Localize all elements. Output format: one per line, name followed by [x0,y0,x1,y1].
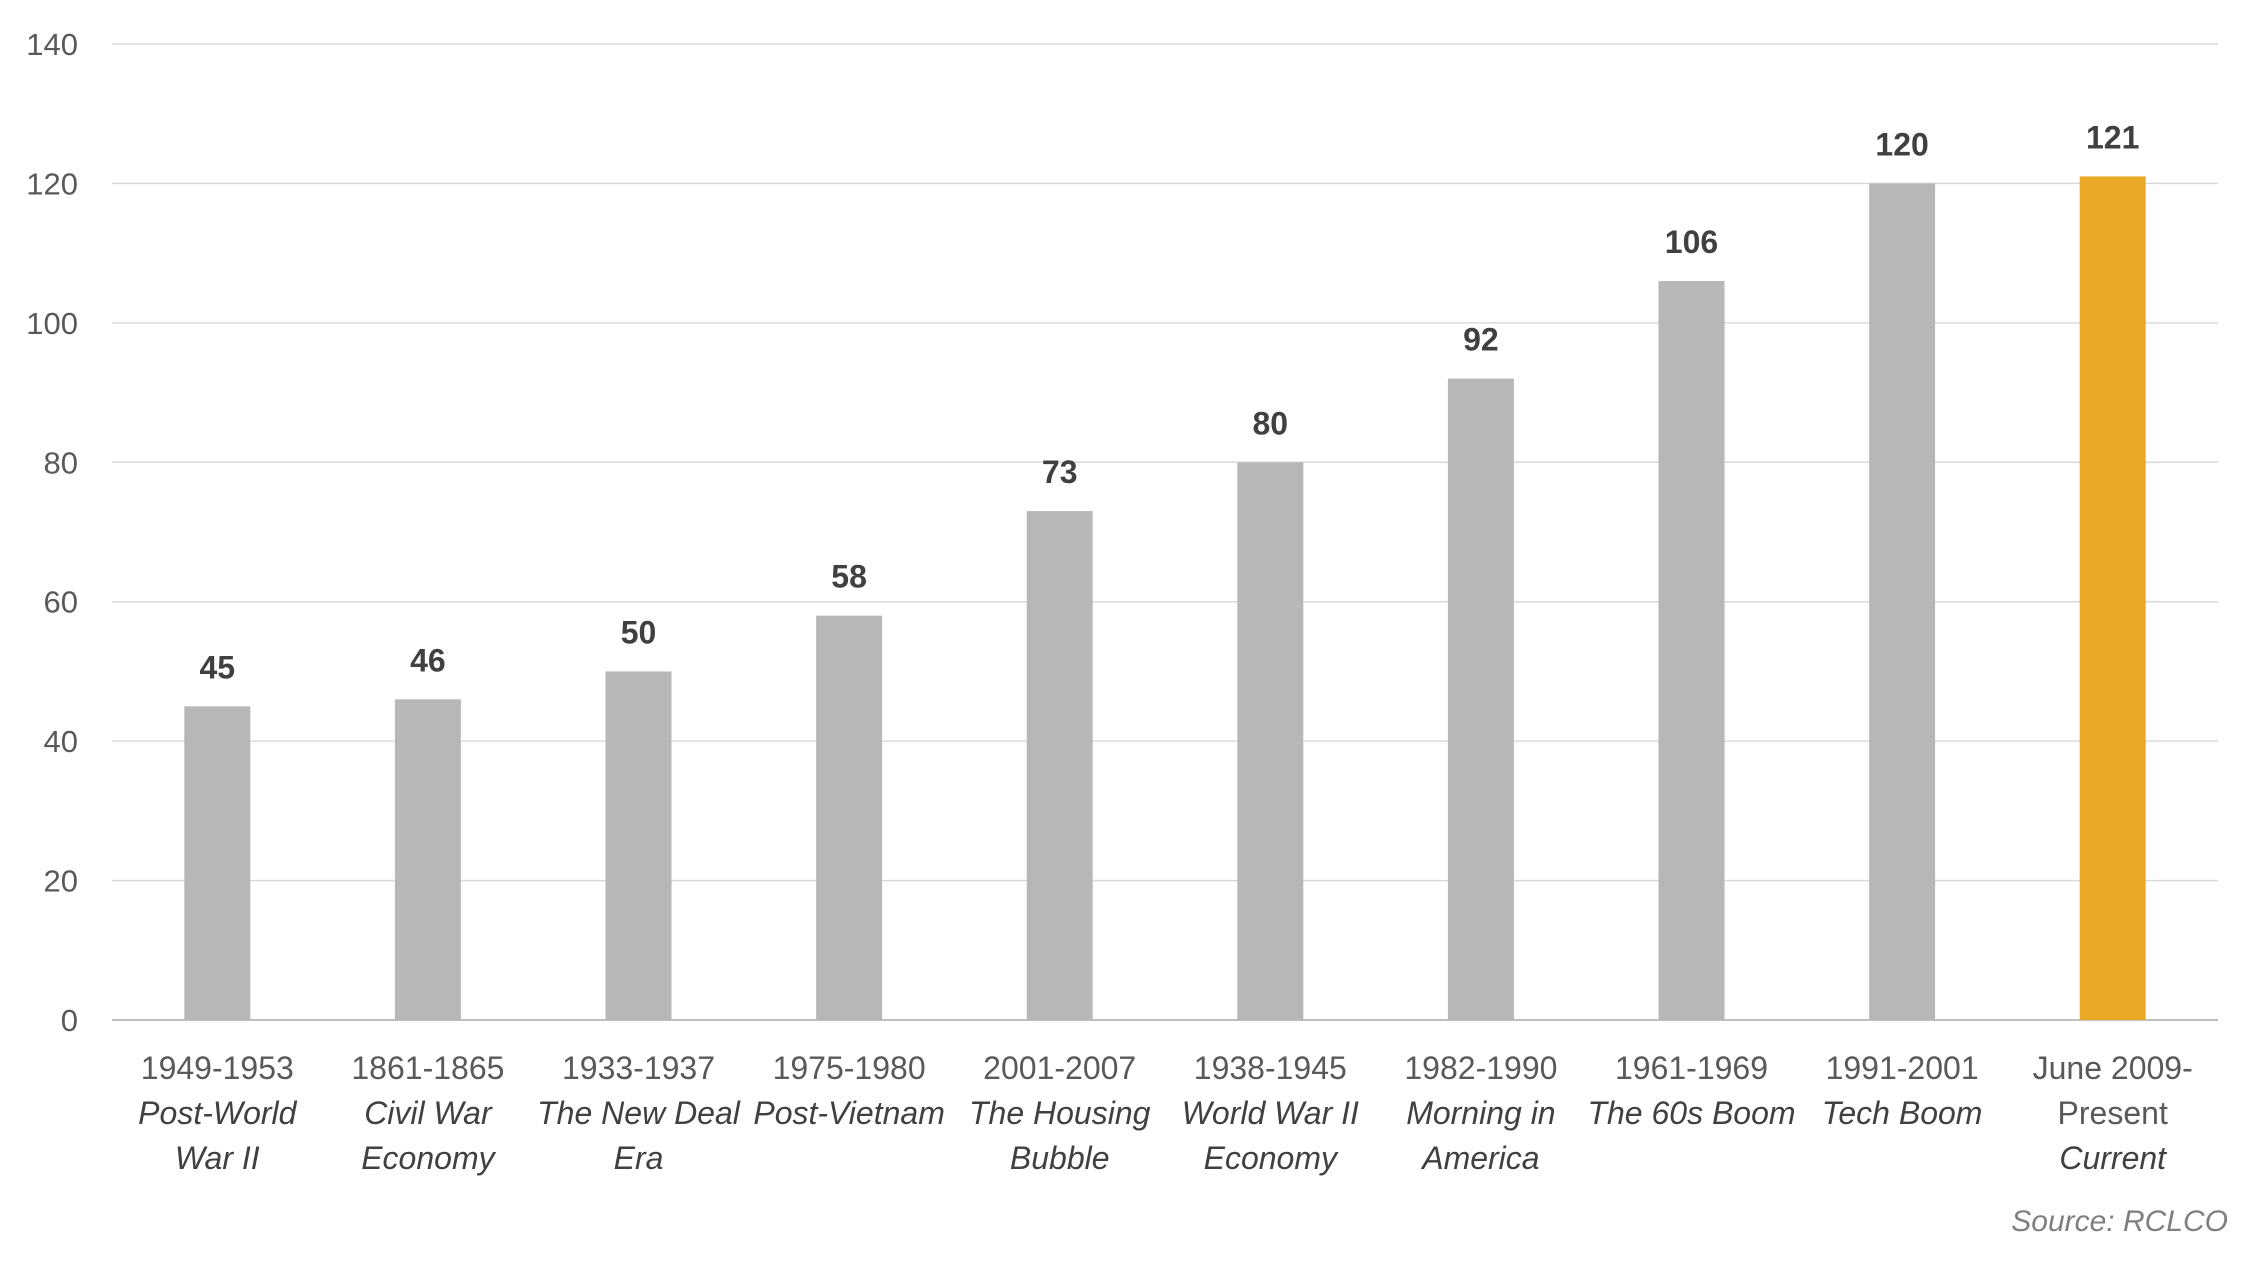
category-years-label: 1991-2001 [1826,1050,1979,1086]
bar [605,671,672,1020]
data-label: 106 [1665,224,1718,260]
data-label: 50 [621,614,657,650]
category-years-label: 2001-2007 [983,1050,1136,1086]
y-tick-label: 140 [26,27,78,62]
y-tick-label: 60 [44,585,78,620]
category-years-label: 1938-1945 [1194,1050,1347,1086]
data-label: 45 [200,649,236,685]
category-years-label: 1975-1980 [773,1050,926,1086]
category-years-label: June 2009- [2033,1050,2193,1086]
y-tick-label: 0 [61,1003,78,1038]
data-label: 80 [1253,405,1289,441]
y-tick-label: 120 [26,166,78,201]
category-name-label: Post-World [138,1095,297,1131]
category-name-label: Civil War [364,1095,493,1131]
gridlines [112,43,2218,1021]
category-name-label: Economy [361,1140,496,1176]
y-axis-ticks: 0 20 40 60 80 100 120 140 [26,27,78,1038]
category-name-label: Morning in [1406,1095,1555,1131]
data-label: 92 [1463,322,1499,358]
data-label: 121 [2086,119,2139,155]
category-years-label: 1982-1990 [1404,1050,1557,1086]
source-note: Source: RCLCO [2011,1205,2228,1238]
category-years-label: 1861-1865 [351,1050,504,1086]
category-name-label: Bubble [1010,1140,1110,1176]
bar [394,699,461,1020]
bar [184,706,251,1020]
bar [1026,511,1093,1020]
category-name-label: The Housing [969,1095,1151,1131]
data-label: 58 [831,559,867,595]
category-name-label: Tech Boom [1822,1095,1983,1131]
y-tick-label: 20 [44,864,78,899]
bars [184,176,2146,1021]
category-name-label: America [1420,1140,1539,1176]
category-name-label: Post-Vietnam [753,1095,945,1131]
category-name-label: Current [2059,1140,2167,1176]
y-tick-label: 40 [44,724,78,759]
bar [1237,462,1304,1020]
bar [1658,281,1725,1020]
category-name-label: The New Deal [537,1095,741,1131]
y-tick-label: 100 [26,306,78,341]
data-labels: 45 46 50 58 73 80 92 106 120 121 [200,119,2140,685]
bar [2079,176,2146,1020]
category-name-label: Economy [1204,1140,1339,1176]
category-years-label: 1933-1937 [562,1050,715,1086]
bar [1447,378,1514,1021]
bar [1869,183,1936,1020]
category-name-label: War II [175,1140,260,1176]
category-years-label: Present [2058,1095,2168,1131]
bar [816,615,883,1020]
category-years-label: 1949-1953 [141,1050,294,1086]
data-label: 73 [1042,454,1078,490]
data-label: 46 [410,642,446,678]
x-axis-categories: 1949-1953 Post-World War II 1861-1865 Civil … [138,1050,2193,1176]
category-name-label: World War II [1182,1095,1359,1131]
category-name-label: The 60s Boom [1587,1095,1795,1131]
y-tick-label: 80 [44,445,78,480]
data-label: 120 [1875,126,1928,162]
category-name-label: Era [614,1140,664,1176]
category-years-label: 1961-1969 [1615,1050,1768,1086]
